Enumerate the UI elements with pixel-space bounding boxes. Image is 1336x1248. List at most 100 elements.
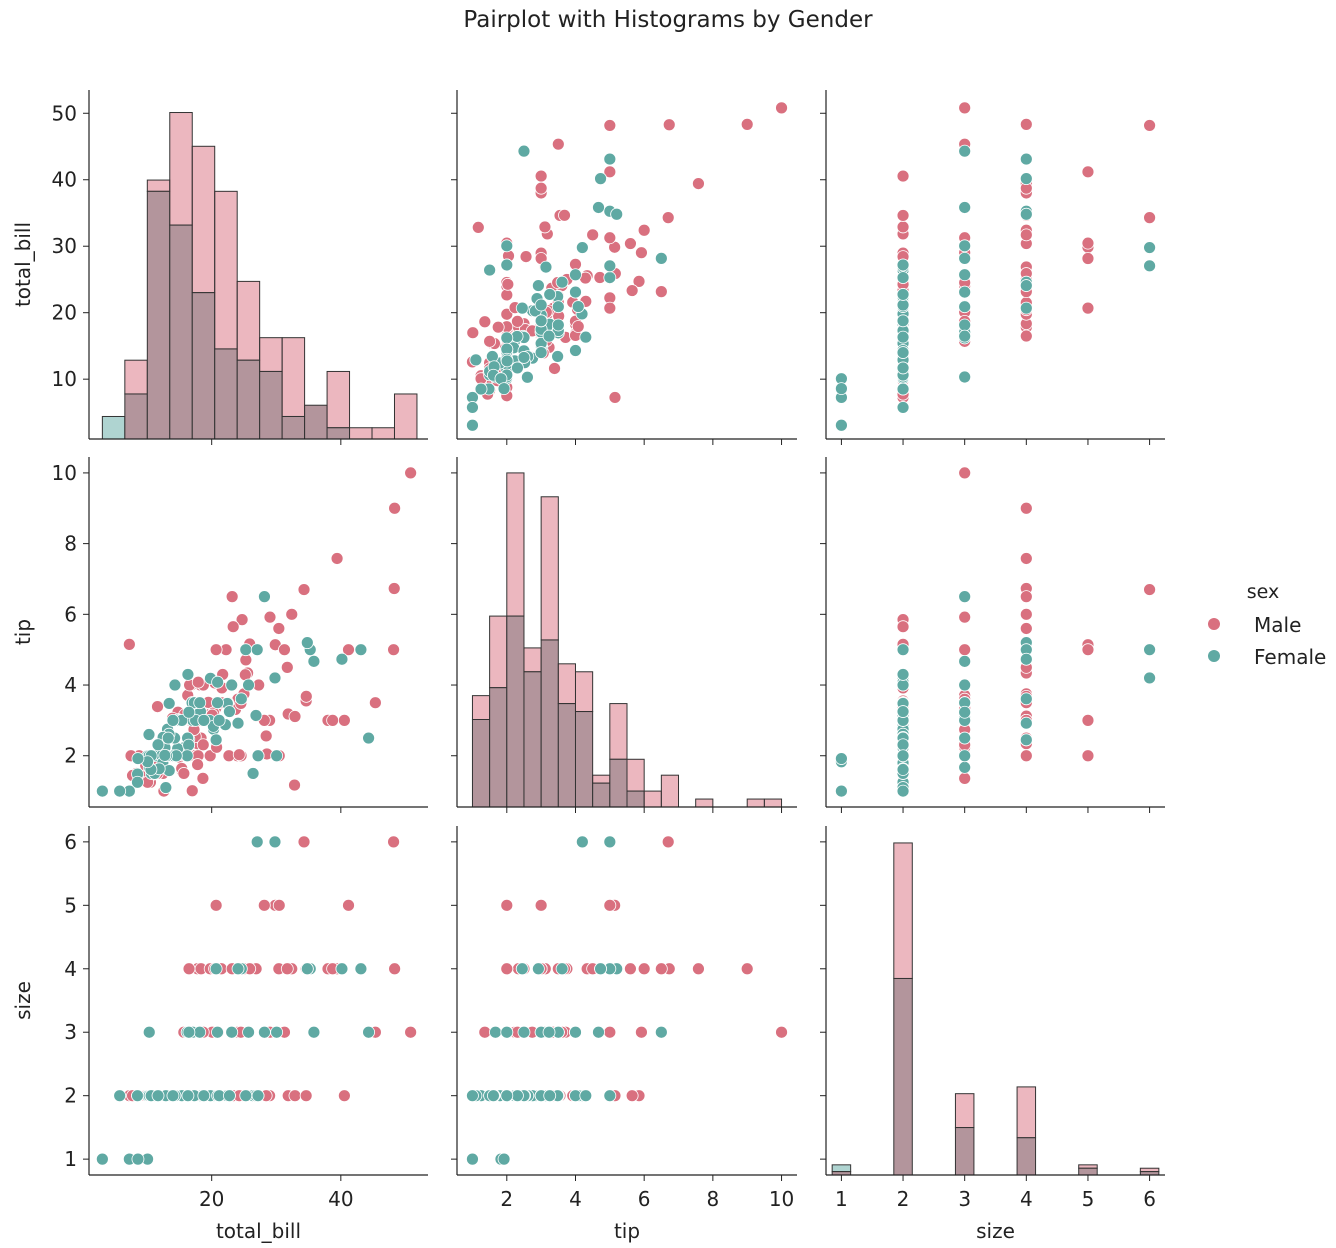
point-female-size-total_bill-88 xyxy=(113,1089,127,1103)
point-female-total_bill-tip-21 xyxy=(610,207,624,221)
chart-title: Pairplot with Histograms by Gender xyxy=(463,7,873,33)
point-female-size-total_bill-41 xyxy=(250,835,264,849)
point-male-total_bill-tip-159 xyxy=(501,277,515,291)
point-male-tip-total_bill-118 xyxy=(288,710,302,723)
point-female-tip-total_bill-78 xyxy=(193,696,207,710)
point-female-size-total_bill-78 xyxy=(193,1025,207,1039)
point-female-tip-total_bill-27 xyxy=(270,749,284,763)
point-female-total_bill-tip-48 xyxy=(531,279,545,292)
point-female-tip-size-72 xyxy=(896,678,910,692)
hist-bar-total_bill-upper-2 xyxy=(146,179,171,192)
point-female-size-total_bill-82 xyxy=(307,1025,321,1039)
point-female-size-total_bill-58 xyxy=(258,1025,271,1039)
hist-bar-tip-upper-6 xyxy=(574,671,594,713)
ytick-label-tip-8: 8 xyxy=(64,532,77,556)
point-male-total_bill-size-127 xyxy=(1081,301,1095,315)
point-male-total_bill-size-99 xyxy=(1143,119,1156,132)
point-female-total_bill-tip-0 xyxy=(555,275,569,289)
point-female-total_bill-tip-22 xyxy=(551,350,565,363)
hist-bar-tip-overlap-6 xyxy=(574,711,594,808)
point-male-tip-total_bill-130 xyxy=(177,767,191,780)
hist-bar-size-overlap-2 xyxy=(893,977,913,1176)
point-male-tip-size-166 xyxy=(958,643,972,657)
hist-bar-total_bill-upper-1 xyxy=(124,359,148,395)
point-female-total_bill-size-88 xyxy=(896,401,910,414)
point-male-total_bill-tip-85 xyxy=(603,165,617,179)
point-female-size-tip-90 xyxy=(543,1089,557,1103)
ytick-label-tip-2: 2 xyxy=(64,744,77,768)
point-female-total_bill-size-21 xyxy=(1019,207,1033,221)
point-female-tip-total_bill-84 xyxy=(197,713,211,727)
point-female-tip-size-51 xyxy=(1143,671,1156,685)
point-female-total_bill-size-79 xyxy=(958,285,972,299)
point-male-tip-total_bill-17 xyxy=(330,552,344,565)
hist-bar-total_bill-upper-4 xyxy=(191,145,216,294)
ytick-label-total_bill-20: 20 xyxy=(52,301,77,325)
point-male-size-total_bill-128 xyxy=(272,898,286,912)
point-female-tip-size-44 xyxy=(958,749,972,763)
hist-bar-tip-upper-10 xyxy=(643,790,662,808)
point-female-tip-total_bill-41 xyxy=(250,643,264,657)
point-male-size-tip-125 xyxy=(654,962,668,976)
point-female-total_bill-tip-17 xyxy=(539,260,553,274)
point-male-tip-size-33 xyxy=(1019,607,1033,621)
point-female-tip-total_bill-72 xyxy=(168,678,182,692)
point-female-size-tip-51 xyxy=(575,835,589,849)
point-female-total_bill-size-3 xyxy=(958,370,972,384)
point-female-size-tip-18 xyxy=(603,1089,617,1103)
point-female-total_bill-size-63 xyxy=(958,268,972,282)
hist-bar-total_bill-upper-12 xyxy=(371,427,395,440)
point-female-size-total_bill-83 xyxy=(251,1089,265,1103)
point-male-tip-total_bill-164 xyxy=(326,713,340,727)
point-female-total_bill-tip-87 xyxy=(497,382,511,396)
point-male-tip-total_bill-65 xyxy=(235,613,249,627)
point-female-total_bill-tip-36 xyxy=(474,382,488,396)
point-male-size-tip-84 xyxy=(661,835,675,849)
ytick-label-size-3: 3 xyxy=(64,1020,77,1044)
xtick-label-tip-10: 10 xyxy=(769,1187,794,1211)
point-male-total_bill-tip-127 xyxy=(603,301,617,315)
y-axis-label-tip: tip xyxy=(11,619,35,645)
ytick-label-size-4: 4 xyxy=(64,957,77,981)
point-female-size-tip-80 xyxy=(511,1089,524,1103)
point-female-tip-total_bill-21 xyxy=(300,636,314,650)
point-male-total_bill-tip-118 xyxy=(538,220,552,234)
point-female-size-total_bill-48 xyxy=(231,962,245,976)
point-female-tip-total_bill-88 xyxy=(113,784,127,798)
hist-bar-tip-upper-4 xyxy=(540,496,559,641)
hist-bar-size-upper-6 xyxy=(1016,1086,1037,1139)
point-female-total_bill-tip-90 xyxy=(543,288,557,301)
point-male-size-tip-33 xyxy=(637,962,651,976)
point-female-size-total_bill-69 xyxy=(362,1025,375,1039)
ytick-label-total_bill-50: 50 xyxy=(52,101,77,125)
point-female-tip-size-58 xyxy=(958,590,972,604)
point-male-tip-total_bill-115 xyxy=(122,637,136,651)
hist-bar-tip-overlap-8 xyxy=(609,758,628,808)
point-female-size-tip-87 xyxy=(497,1152,511,1166)
point-female-total_bill-size-82 xyxy=(958,201,972,214)
point-male-total_bill-tip-17 xyxy=(692,177,705,190)
point-male-total_bill-tip-42 xyxy=(662,118,676,132)
hist-bar-total_bill-upper-7 xyxy=(259,337,283,372)
point-female-size-tip-79 xyxy=(569,1025,582,1039)
hist-bar-tip-overlap-4 xyxy=(540,639,559,808)
point-female-total_bill-size-36 xyxy=(896,382,910,396)
point-female-total_bill-tip-83 xyxy=(500,258,514,272)
point-female-size-total_bill-21 xyxy=(300,962,314,976)
point-male-tip-total_bill-159 xyxy=(232,748,246,762)
point-female-tip-size-0 xyxy=(1019,692,1033,706)
panel-total_bill-vs-size xyxy=(820,90,1165,445)
point-male-total_bill-size-126 xyxy=(896,169,910,183)
hist-bar-tip-upper-8 xyxy=(609,703,628,760)
point-male-tip-total_bill-165 xyxy=(196,738,210,752)
point-female-tip-size-86 xyxy=(958,705,972,719)
hist-bar-tip-upper-13 xyxy=(695,798,714,808)
hist-bar-tip-overlap-5 xyxy=(557,703,576,808)
point-male-total_bill-tip-146 xyxy=(548,362,561,375)
point-male-total_bill-tip-167 xyxy=(571,320,585,333)
point-male-size-total_bill-118 xyxy=(288,1089,302,1103)
panel-size-vs-size: 1 2 3 4 5 6 xyxy=(820,826,1165,1211)
ytick-label-tip-10: 10 xyxy=(52,461,77,485)
point-female-tip-size-9 xyxy=(1019,733,1033,747)
